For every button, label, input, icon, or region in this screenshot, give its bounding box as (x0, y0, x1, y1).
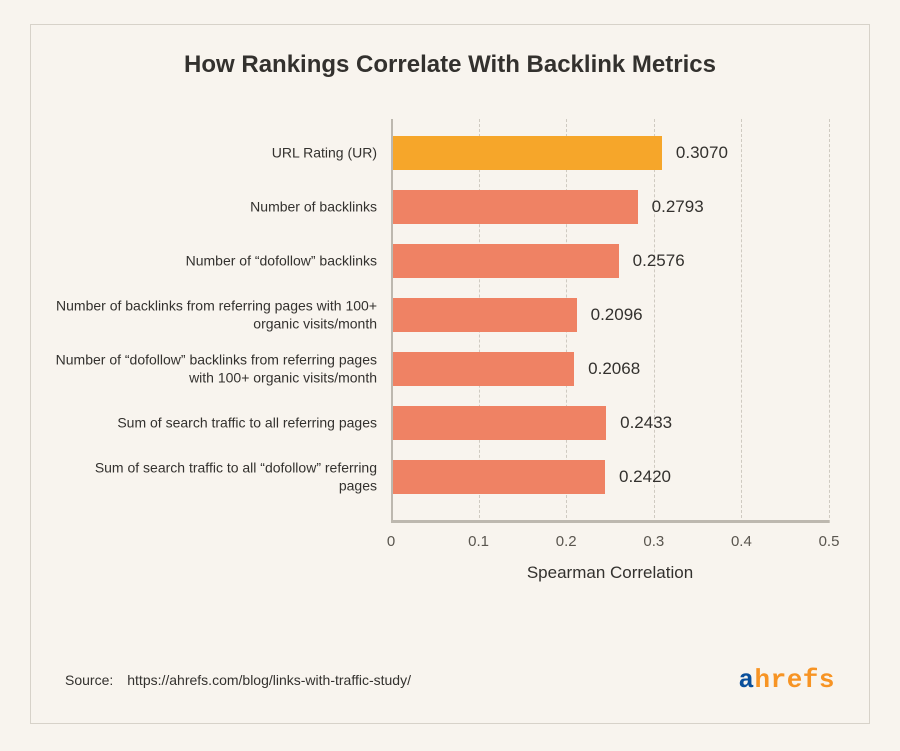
bar-label: Number of “dofollow” backlinks from refe… (55, 352, 377, 387)
x-axis-title: Spearman Correlation (527, 563, 693, 583)
bar-value: 0.2420 (605, 467, 671, 487)
chart-title: How Rankings Correlate With Backlink Met… (31, 25, 869, 79)
x-tick-label: 0 (387, 533, 395, 550)
bar-label: Number of “dofollow” backlinks (55, 252, 377, 270)
x-axis-line (391, 520, 829, 523)
bar-label: Number of backlinks (55, 198, 377, 216)
brand-rest: hrefs (754, 665, 835, 695)
bar: 0.2096 (393, 298, 577, 332)
bar-label: Sum of search traffic to all “dofollow” … (55, 460, 377, 495)
bar: 0.2068 (393, 352, 574, 386)
bar-value: 0.3070 (662, 143, 728, 163)
x-tick-label: 0.5 (819, 533, 840, 550)
bar-label: Sum of search traffic to all referring p… (55, 414, 377, 432)
bar: 0.2576 (393, 244, 619, 278)
bar-value: 0.2793 (638, 197, 704, 217)
chart-footer: Source: https://ahrefs.com/blog/links-wi… (65, 665, 835, 695)
gridline (741, 119, 742, 523)
x-tick-label: 0.4 (731, 533, 752, 550)
source: Source: https://ahrefs.com/blog/links-wi… (65, 672, 411, 688)
bar: 0.3070 (393, 136, 662, 170)
x-tick-label: 0.1 (468, 533, 489, 550)
bar: 0.2793 (393, 190, 638, 224)
bar-label: Number of backlinks from referring pages… (55, 298, 377, 333)
bar-value: 0.2576 (619, 251, 685, 271)
brand-prefix: a (738, 665, 754, 695)
bar: 0.2433 (393, 406, 606, 440)
x-tick-label: 0.2 (556, 533, 577, 550)
bar-value: 0.2433 (606, 413, 672, 433)
bar: 0.2420 (393, 460, 605, 494)
source-url: https://ahrefs.com/blog/links-with-traff… (127, 672, 411, 688)
source-label: Source: (65, 672, 113, 688)
x-tick-label: 0.3 (643, 533, 664, 550)
bar-value: 0.2068 (574, 359, 640, 379)
brand-logo: ahrefs (738, 665, 835, 695)
gridline (829, 119, 830, 523)
gridline (654, 119, 655, 523)
chart-frame: How Rankings Correlate With Backlink Met… (30, 24, 870, 724)
bar-label: URL Rating (UR) (55, 144, 377, 162)
bar-value: 0.2096 (577, 305, 643, 325)
y-axis-labels: URL Rating (UR) Number of backlinks Number… (55, 119, 377, 523)
chart-plot-area: Spearman Correlation 00.10.20.30.40.50.3… (391, 119, 829, 523)
